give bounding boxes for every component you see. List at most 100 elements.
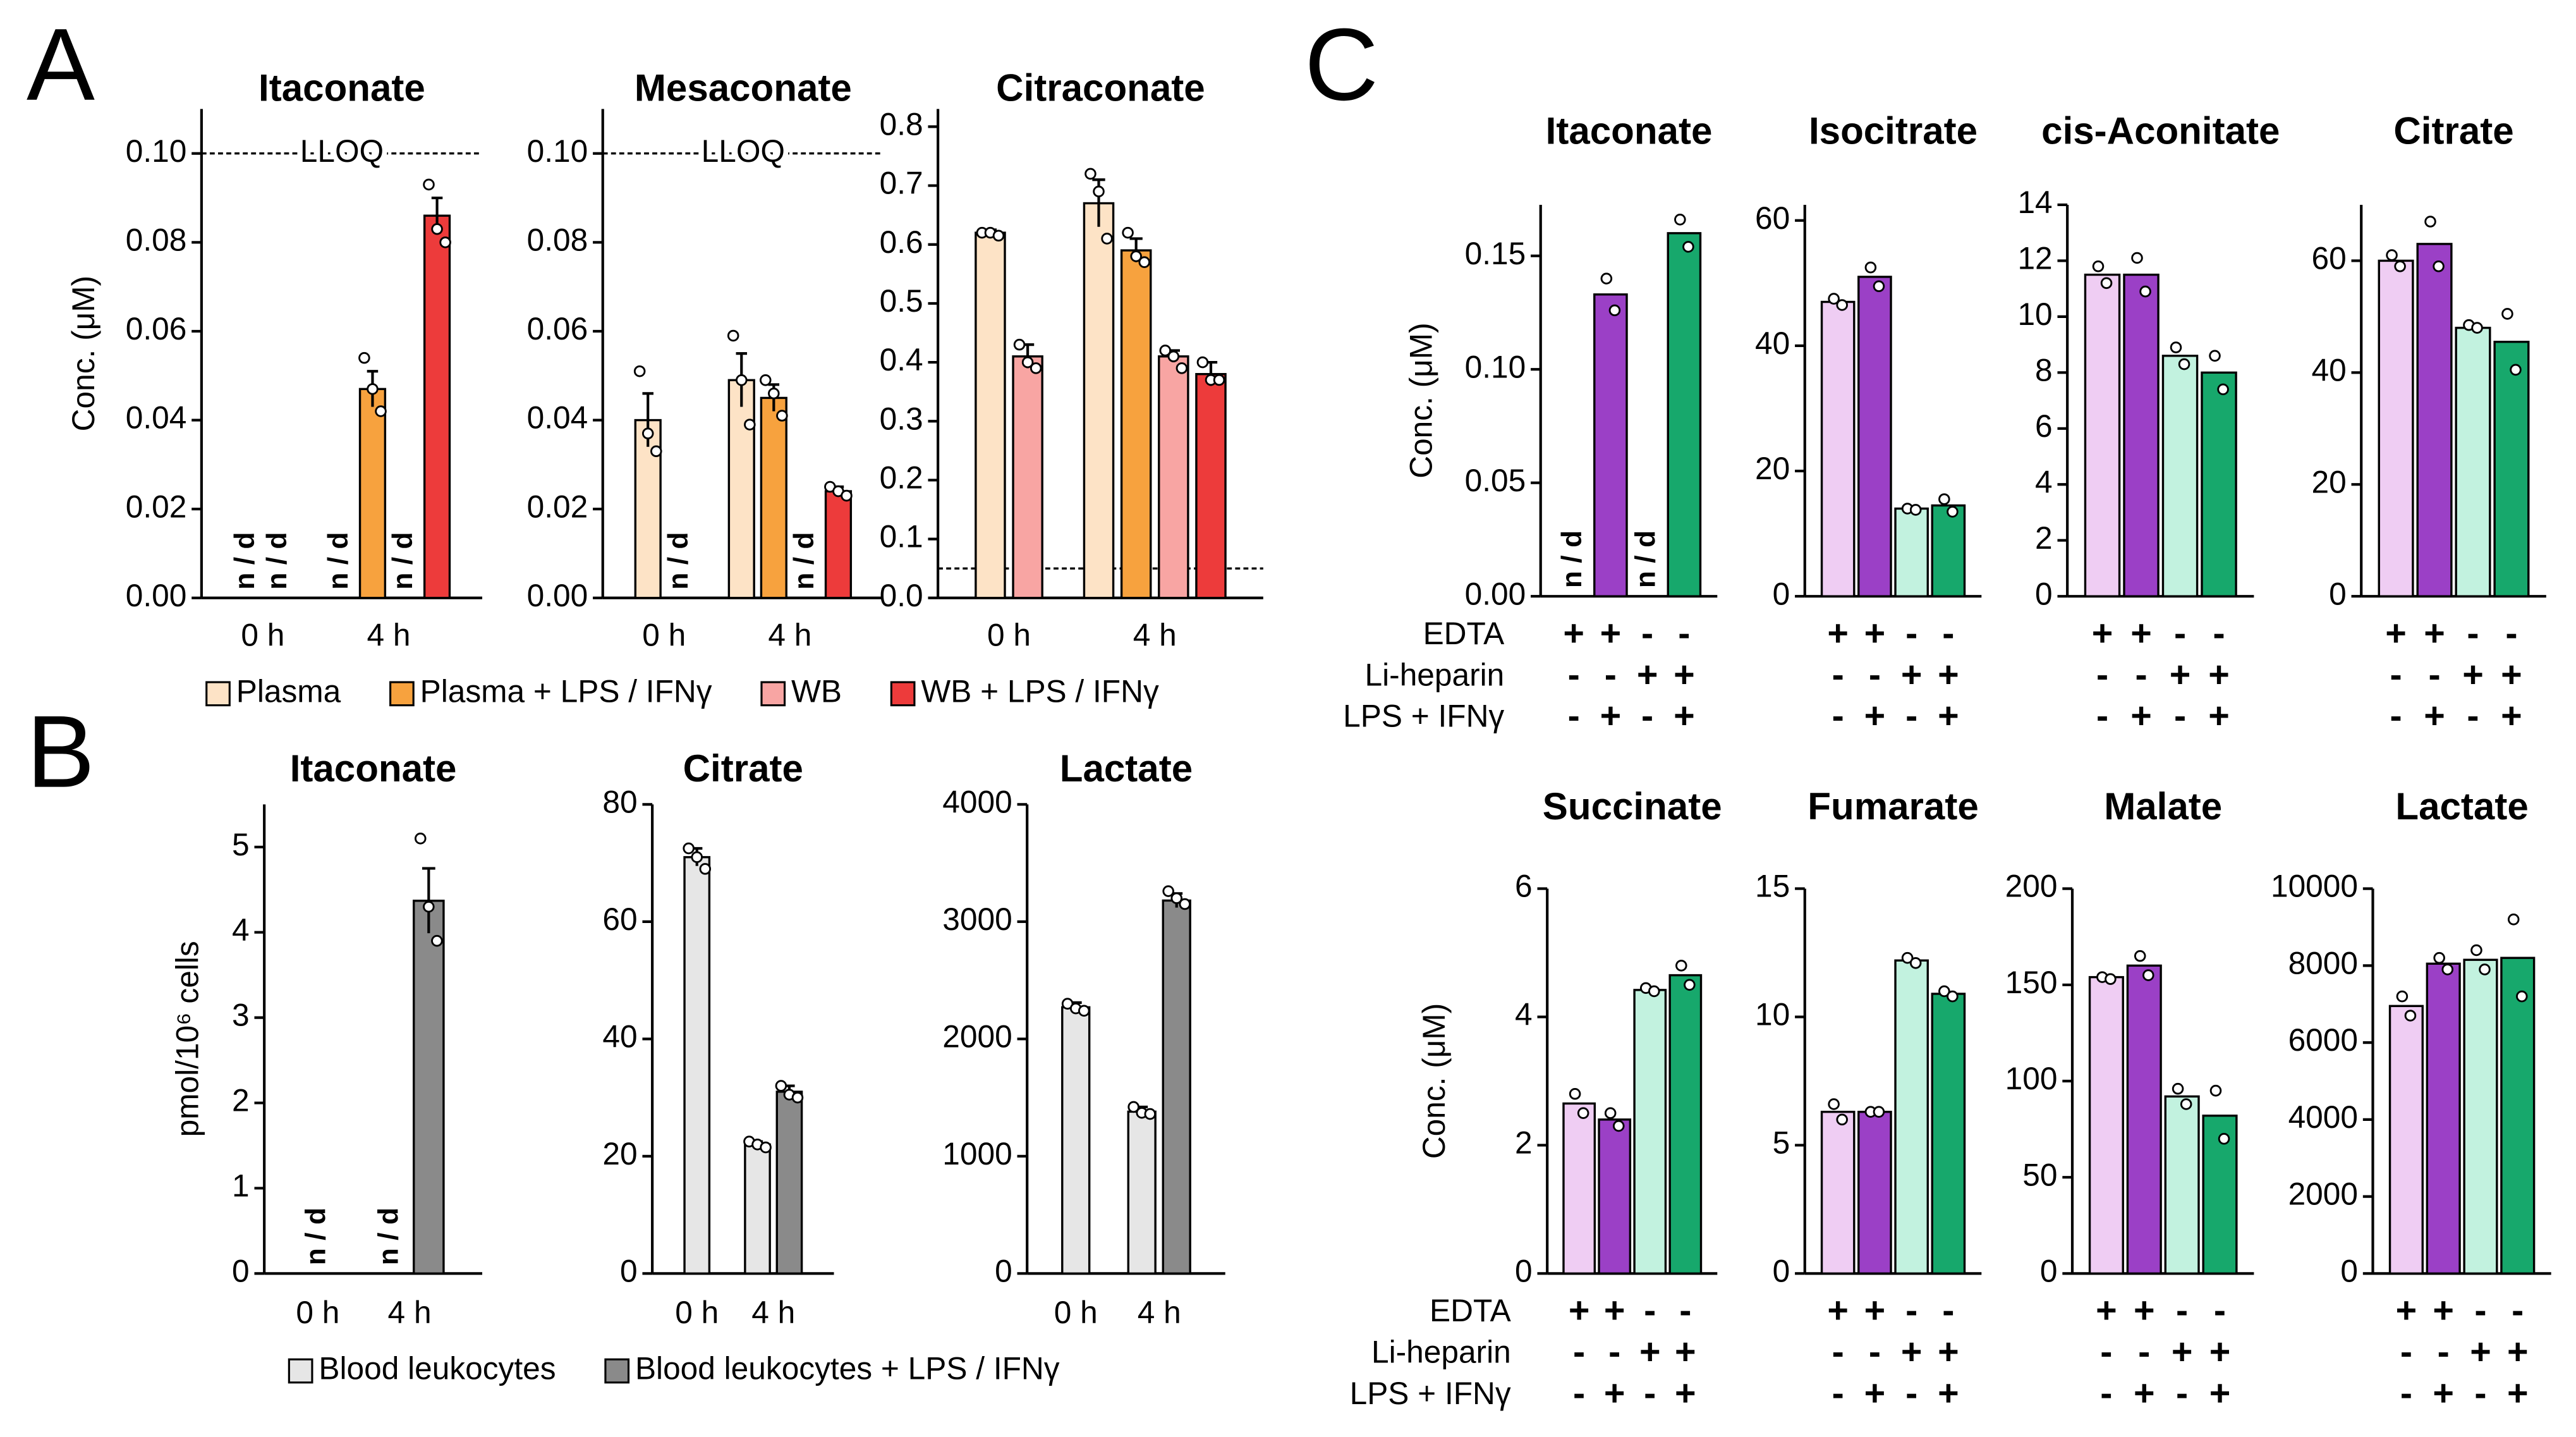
condition-sign: -: [1573, 1332, 1585, 1373]
data-point: [1873, 1106, 1885, 1118]
data-point: [2510, 364, 2522, 376]
data-point: [641, 427, 654, 439]
condition-label: Li-heparin: [1365, 657, 1505, 692]
bar: [2378, 259, 2414, 597]
legend-swatch: [389, 681, 415, 707]
data-point: [1084, 168, 1097, 180]
legend-label: Blood leukocytes: [319, 1351, 556, 1386]
chart-title: Malate: [2104, 785, 2222, 828]
data-point: [1612, 1120, 1625, 1132]
y-tick-label: 0: [1515, 1253, 1533, 1288]
data-point: [423, 900, 435, 913]
y-tick-label: 150: [2005, 965, 2058, 1000]
legend-label: Plasma: [236, 673, 341, 709]
legend-swatch: [205, 681, 231, 707]
data-point: [2092, 260, 2105, 272]
data-point: [1176, 362, 1188, 374]
bar: [1162, 899, 1191, 1275]
y-tick-label: 8000: [2288, 945, 2358, 981]
data-point: [375, 405, 387, 417]
bar: [2493, 340, 2530, 597]
panel-label: B: [27, 695, 95, 809]
not-detected-label: n / d: [789, 532, 820, 589]
y-tick-label: 0.00: [1465, 576, 1526, 611]
condition-sign: +: [1938, 1373, 1959, 1414]
data-point: [2134, 950, 2146, 962]
condition-sign: +: [2170, 654, 2191, 695]
bar: [2426, 962, 2461, 1275]
data-point: [1167, 350, 1180, 363]
bar: [1667, 232, 1702, 597]
data-point: [992, 229, 1005, 242]
y-tick-label: 3000: [942, 902, 1012, 937]
condition-sign: +: [1864, 1290, 1886, 1331]
data-point: [1675, 960, 1687, 972]
data-point: [1864, 261, 1877, 274]
bar: [1894, 959, 1929, 1275]
data-point: [633, 365, 646, 377]
condition-sign: +: [2433, 1373, 2454, 1414]
condition-sign: +: [2208, 696, 2230, 737]
bar: [1562, 1102, 1596, 1275]
y-tick-label: 0.00: [126, 578, 187, 613]
y-tick-label: 0: [2035, 576, 2053, 611]
bar: [2088, 975, 2124, 1275]
y-tick-label: 0: [620, 1253, 638, 1288]
y-tick-label: 2: [1515, 1125, 1533, 1161]
chart-title: Citrate: [2393, 109, 2513, 152]
chart-title: Isocitrate: [1809, 109, 1978, 152]
legend-label: WB: [791, 673, 842, 709]
not-detected-label: n / d: [301, 1208, 332, 1265]
data-point: [1604, 1107, 1617, 1119]
y-tick-label: 0.7: [880, 166, 923, 201]
condition-sign: +: [1864, 613, 1886, 654]
data-point: [736, 374, 748, 386]
y-tick-label: 5: [232, 827, 250, 862]
data-point: [776, 410, 788, 422]
condition-sign: +: [2424, 613, 2445, 654]
x-tick-label: 4 h: [1133, 618, 1177, 653]
condition-sign: -: [2138, 1332, 2150, 1373]
bar: [2463, 958, 2498, 1275]
data-point: [1836, 1113, 1848, 1126]
y-tick-label: 4000: [2288, 1099, 2358, 1135]
y-tick-label: 0.10: [527, 133, 588, 169]
y-tick-label: 6000: [2288, 1022, 2358, 1058]
condition-sign: +: [2172, 1332, 2193, 1373]
bar: [1820, 1110, 1856, 1275]
data-point: [414, 833, 427, 845]
data-point: [2386, 249, 2398, 261]
condition-sign: -: [2400, 1332, 2412, 1373]
condition-sign: +: [2134, 1290, 2155, 1331]
data-point: [1213, 374, 1225, 386]
condition-sign: -: [1832, 1332, 1844, 1373]
bar: [1593, 293, 1628, 597]
y-tick-label: 2000: [942, 1018, 1012, 1054]
data-point: [760, 1141, 772, 1154]
condition-sign: -: [1644, 1373, 1656, 1414]
condition-sign: +: [2424, 696, 2445, 737]
condition-sign: -: [1905, 1290, 1917, 1331]
y-tick-label: 0.04: [126, 400, 187, 436]
data-point: [358, 352, 370, 364]
chart-title: Fumarate: [1807, 785, 1978, 828]
chart-title: Itaconate: [258, 67, 425, 109]
data-point: [1078, 1005, 1090, 1017]
bar: [1857, 1110, 1892, 1275]
panel-label: A: [27, 8, 95, 122]
not-detected-label: n / d: [387, 532, 418, 589]
chart-title: Citraconate: [996, 67, 1205, 109]
condition-sign: +: [2209, 1373, 2231, 1414]
data-point: [1030, 362, 1042, 374]
data-point: [1179, 898, 1191, 910]
data-point: [1873, 280, 1885, 293]
condition-sign: +: [2130, 696, 2152, 737]
condition-sign: +: [2433, 1290, 2454, 1331]
data-point: [841, 489, 853, 502]
y-tick-label: 80: [602, 784, 637, 819]
legend-swatch: [604, 1358, 630, 1384]
bar: [1195, 373, 1227, 599]
data-point: [1196, 356, 1209, 369]
y-tick-label: 0.08: [126, 222, 187, 257]
